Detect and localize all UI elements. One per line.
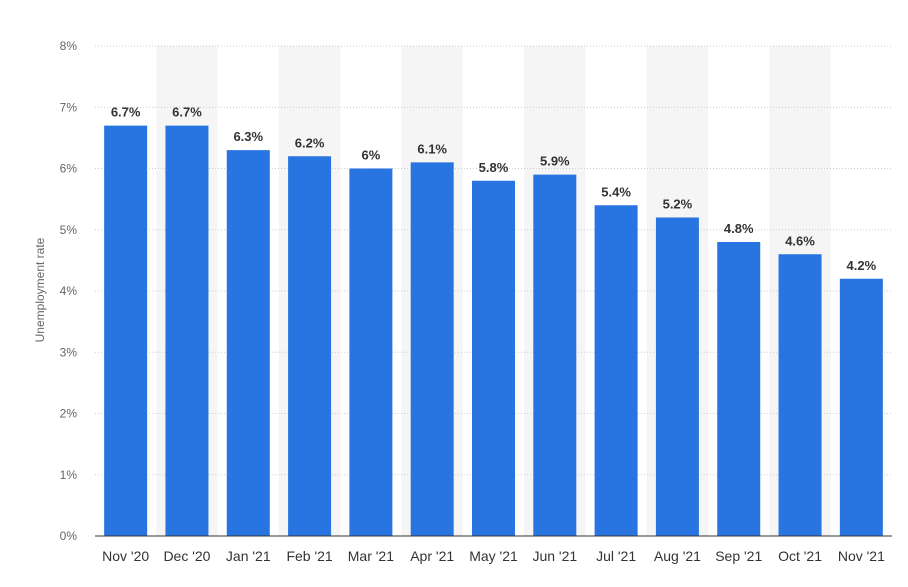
data-label: 5.2% [663,197,693,212]
data-label: 6.3% [233,129,263,144]
bar[interactable] [778,254,822,536]
y-tick-label: 0% [60,529,78,543]
bar[interactable] [410,162,454,536]
data-label: 4.6% [785,233,815,248]
y-axis-ticks: 0% 1% 2% 3% 4% 5% 6% 7% 8% [60,39,78,543]
x-axis-ticks: Nov '20 Dec '20 Jan '21 Feb '21 Mar '21 Apr '… [102,548,885,564]
data-label: 5.4% [601,184,631,199]
x-tick-label: Aug '21 [654,548,701,564]
x-tick-label: Feb '21 [286,548,332,564]
bar[interactable] [104,125,148,536]
y-axis-label: Unemployment rate [33,237,47,342]
data-label: 6.2% [295,135,325,150]
y-tick-label: 4% [60,284,78,298]
bar[interactable] [594,205,638,536]
bar[interactable] [717,242,761,536]
x-tick-label: Sep '21 [715,548,762,564]
bar[interactable] [349,168,393,537]
x-tick-label: Jul '21 [596,548,636,564]
data-label: 6% [361,148,380,163]
data-label: 6.7% [172,105,202,120]
bar[interactable] [655,217,699,537]
y-tick-label: 7% [60,100,78,114]
data-label: 4.2% [847,258,877,273]
x-tick-label: Jun '21 [532,548,577,564]
data-label: 6.7% [111,105,141,120]
data-label: 6.1% [417,141,447,156]
x-tick-label: Mar '21 [348,548,394,564]
bar[interactable] [226,150,270,536]
y-tick-label: 8% [60,39,78,53]
y-tick-label: 6% [60,162,78,176]
bar[interactable] [165,125,209,536]
data-label: 5.9% [540,154,570,169]
x-tick-label: Dec '20 [163,548,210,564]
bars [104,125,883,537]
x-tick-label: Jan '21 [226,548,271,564]
bar[interactable] [288,156,332,536]
x-tick-label: Apr '21 [410,548,454,564]
bar[interactable] [472,180,515,536]
y-tick-label: 2% [60,407,78,421]
data-labels: 6.7% 6.7% 6.3% 6.2% 6% 6.1% 5.8% 5.9% 5.4% 5.2% 4.… [111,105,877,273]
x-tick-label: Nov '21 [838,548,885,564]
y-tick-label: 1% [60,468,78,482]
x-tick-label: Oct '21 [778,548,822,564]
data-label: 5.8% [479,160,509,175]
x-tick-label: May '21 [469,548,518,564]
bar[interactable] [533,174,577,536]
y-tick-label: 3% [60,345,78,359]
y-tick-label: 5% [60,223,78,237]
bar[interactable] [839,278,883,536]
data-label: 4.8% [724,221,754,236]
x-tick-label: Nov '20 [102,548,149,564]
